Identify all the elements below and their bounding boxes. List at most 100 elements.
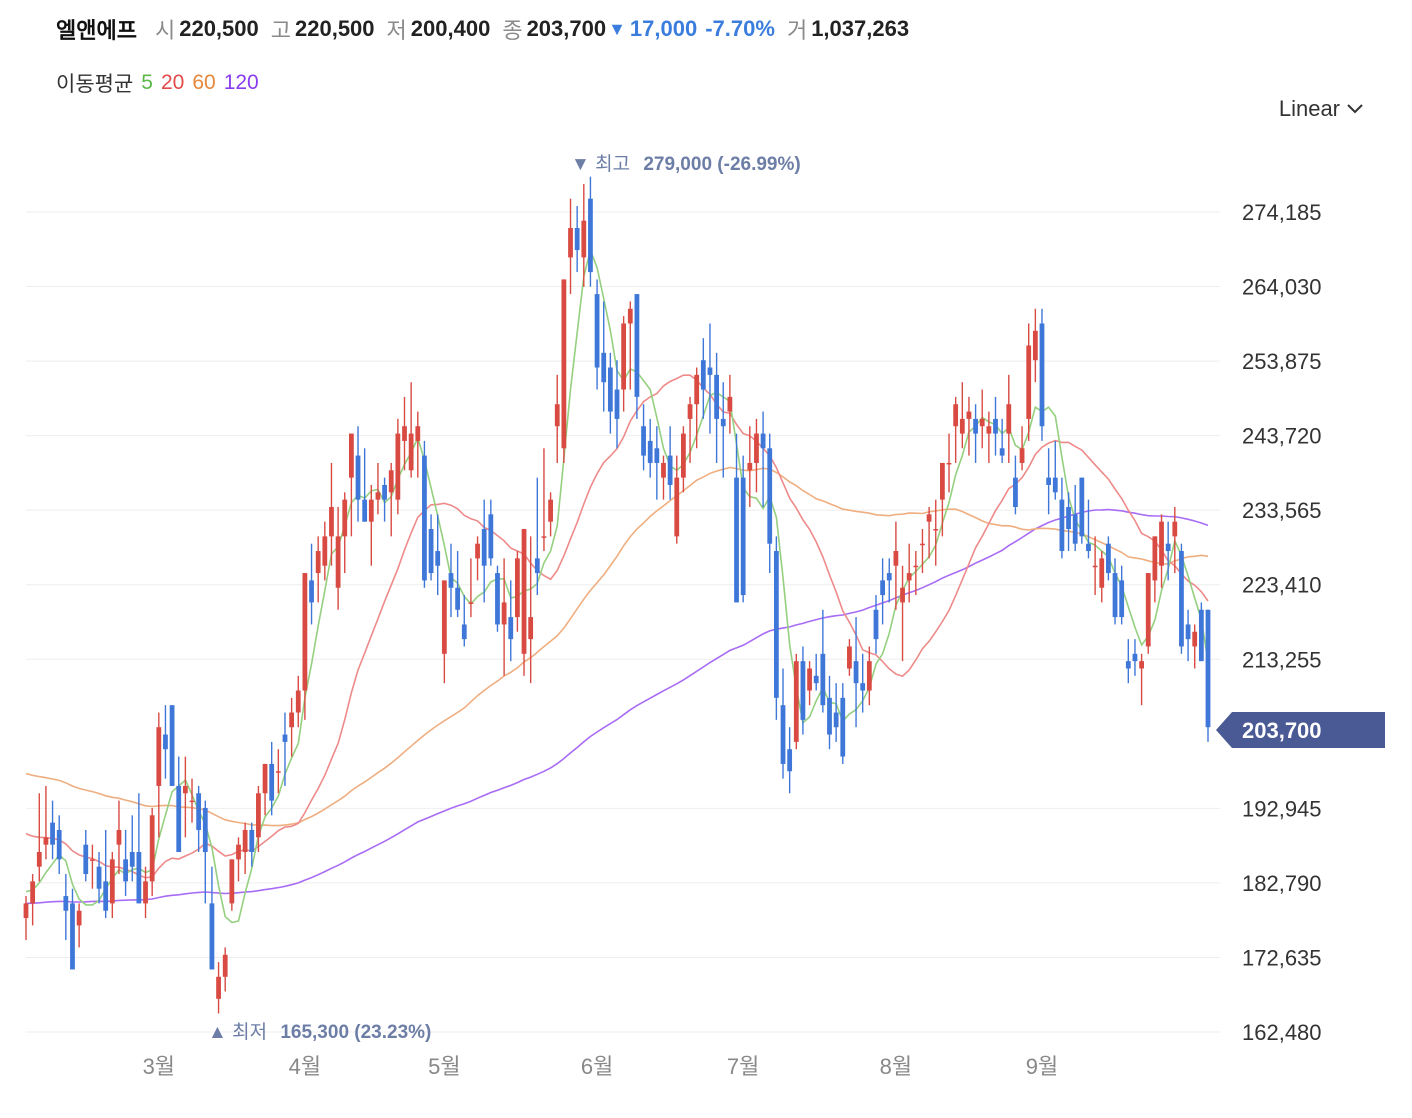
candle-body — [541, 536, 547, 538]
candle — [1112, 558, 1118, 625]
candle-body — [979, 418, 985, 427]
candle — [209, 866, 215, 970]
candle — [182, 756, 188, 838]
candle — [501, 558, 507, 676]
candle-body — [249, 829, 255, 853]
candle-body — [588, 198, 593, 273]
candle-body — [953, 404, 959, 427]
candle-body — [700, 360, 706, 390]
candle-body — [674, 477, 680, 537]
high-value: 220,500 — [295, 16, 375, 41]
ma-60-label[interactable]: 60 — [192, 71, 216, 94]
candle — [169, 705, 175, 786]
candle-body — [149, 815, 155, 882]
candle-body — [641, 426, 646, 456]
candle — [468, 558, 474, 618]
candle-body — [1205, 609, 1211, 728]
candle-body — [959, 418, 965, 434]
volume-value: 1,037,263 — [811, 16, 910, 41]
candle-body — [647, 440, 653, 463]
candle — [36, 793, 42, 882]
candle-body — [787, 749, 793, 772]
candle — [1106, 536, 1111, 581]
candle-body — [415, 426, 421, 441]
candle-body — [800, 661, 806, 720]
candle — [681, 426, 686, 493]
candle — [747, 426, 753, 507]
candle — [448, 543, 454, 618]
candle — [694, 367, 700, 449]
candle — [295, 675, 301, 728]
candle-body — [920, 543, 925, 546]
candle — [873, 595, 879, 654]
current-price-tag: 203,700 — [1216, 712, 1385, 748]
candle-body — [468, 602, 474, 604]
candle-body — [368, 499, 374, 522]
candle — [920, 529, 925, 574]
ma-20-label[interactable]: 20 — [160, 71, 185, 94]
candle — [70, 888, 75, 970]
candle-body — [329, 506, 334, 537]
candle-body — [667, 455, 673, 485]
candle — [627, 301, 633, 390]
candle-body — [508, 617, 514, 640]
candle — [700, 338, 706, 419]
candle — [1152, 536, 1158, 603]
candle-body — [568, 228, 573, 258]
ma-5-label[interactable]: 5 — [141, 71, 153, 94]
candle-body — [1139, 661, 1144, 669]
candle — [90, 844, 95, 889]
candle — [395, 418, 401, 515]
candle-body — [76, 910, 82, 926]
candle-body — [866, 661, 872, 691]
candle — [176, 756, 182, 853]
candle-body — [767, 448, 773, 544]
candle — [554, 374, 560, 463]
candle-body — [601, 352, 607, 383]
y-tick-label: 223,410 — [1242, 573, 1322, 598]
scale-selector[interactable]: Linear — [1279, 96, 1364, 122]
candle — [641, 404, 646, 471]
candle-body — [515, 558, 520, 618]
close-label: 종 — [502, 18, 523, 43]
y-tick-label: 192,945 — [1242, 796, 1322, 821]
candle — [1072, 484, 1078, 552]
candle — [1052, 440, 1058, 500]
candle-body — [820, 653, 826, 706]
candle-body — [202, 807, 208, 853]
candle — [63, 874, 69, 941]
candle — [136, 793, 142, 904]
candle-body — [534, 558, 540, 574]
candle-body — [1119, 580, 1125, 618]
candle — [667, 426, 673, 500]
candle-body — [913, 565, 919, 568]
y-tick-label: 162,480 — [1242, 1020, 1322, 1045]
candle — [707, 323, 713, 434]
candle — [548, 492, 553, 537]
candle — [574, 206, 580, 273]
low-annotation-prefix: ▲ 최저 — [208, 1021, 267, 1043]
moving-average-legend: 이동평균 5 20 60 120 — [56, 68, 267, 98]
candle-body — [216, 976, 221, 999]
open-value: 220,500 — [179, 16, 259, 41]
candle-body — [926, 514, 932, 522]
candle — [813, 653, 819, 691]
ma-120-label[interactable]: 120 — [223, 71, 259, 94]
candle — [740, 455, 746, 603]
candle-body — [475, 543, 480, 559]
candle-body — [681, 433, 686, 478]
candle — [594, 279, 600, 390]
candle — [1132, 639, 1138, 676]
candle — [282, 712, 288, 786]
candle — [581, 183, 587, 287]
candle — [1006, 374, 1012, 463]
candle — [979, 389, 985, 449]
candle-body — [262, 763, 268, 794]
candle-body — [840, 697, 846, 757]
candle — [973, 404, 978, 463]
candle-body — [428, 529, 434, 574]
candle-body — [182, 785, 188, 794]
y-tick-label: 264,030 — [1242, 275, 1322, 300]
high-label: 고 — [270, 18, 291, 43]
